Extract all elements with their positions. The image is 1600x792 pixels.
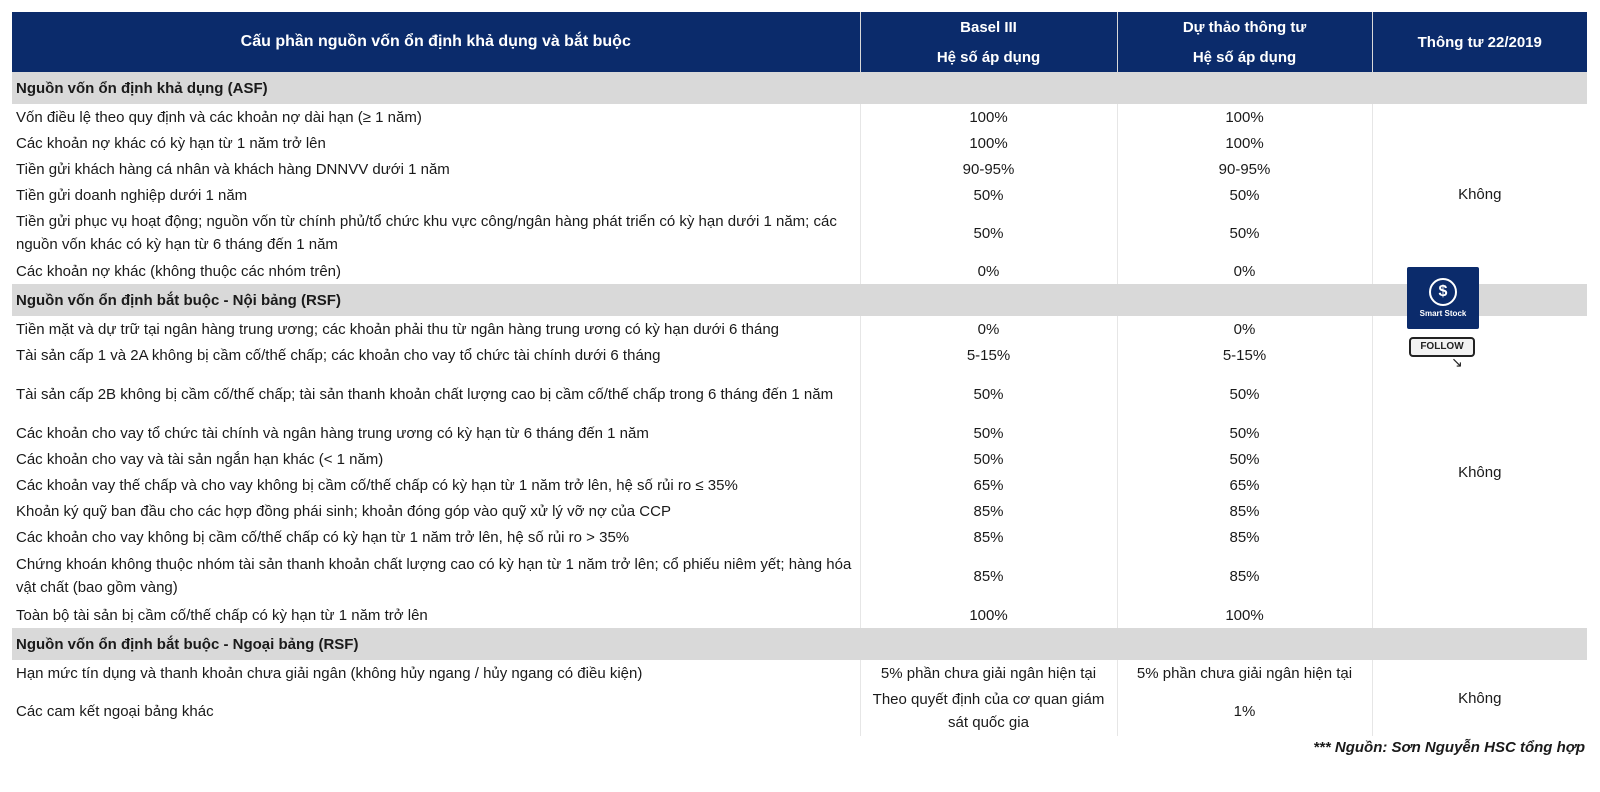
- draft-value: 100%: [1116, 104, 1372, 130]
- table-row: Tài sản cấp 1 và 2A không bị cầm cố/thế …: [12, 342, 1587, 368]
- row-label: Tiền gửi phục vụ hoạt động; nguồn vốn từ…: [16, 213, 837, 253]
- nsfr-comparison-table: Cấu phần nguồn vốn ổn định khả dụng và b…: [12, 12, 1587, 736]
- draft-value: 85%: [1116, 550, 1372, 602]
- basel-value: 50%: [859, 182, 1117, 208]
- dollar-bulb-icon: $: [1429, 278, 1457, 306]
- basel-value: 0%: [859, 316, 1117, 342]
- section-asf: Nguồn vốn ổn định khả dụng (ASF) Vốn điề…: [12, 72, 1587, 284]
- draft-value: 65%: [1116, 472, 1372, 498]
- table-row: Tiền gửi phục vụ hoạt động; nguồn vốn từ…: [12, 208, 1587, 258]
- header-draft: Dự thảo thông tư: [1116, 12, 1372, 42]
- section-rsf-off-balance: Nguồn vốn ổn định bắt buộc - Ngoại bảng …: [12, 628, 1587, 736]
- row-label: Khoản ký quỹ ban đầu cho các hợp đồng ph…: [16, 502, 671, 520]
- draft-value: 1%: [1116, 686, 1372, 736]
- table-row: Các cam kết ngoại bảng khác Theo quyết đ…: [12, 686, 1587, 736]
- follow-button[interactable]: FOLLOW: [1409, 337, 1475, 357]
- header-circular: Thông tư 22/2019: [1371, 12, 1587, 72]
- row-label: Các khoản nợ khác có kỳ hạn từ 1 năm trở…: [16, 134, 326, 152]
- row-label: Chứng khoán không thuộc nhóm tài sản tha…: [16, 556, 852, 596]
- table-row: Vốn điều lệ theo quy định và các khoản n…: [12, 104, 1587, 284]
- header-draft-sub: Hệ số áp dụng: [1116, 42, 1372, 72]
- basel-value: 5-15%: [859, 342, 1117, 368]
- circular-value: Không: [1371, 316, 1587, 628]
- basel-value: 65%: [859, 472, 1117, 498]
- header-basel: Basel III: [859, 12, 1117, 42]
- draft-value: 100%: [1116, 602, 1372, 628]
- smart-stock-logo: $ Smart Stock: [1407, 267, 1479, 329]
- section-title: Nguồn vốn ổn định bắt buộc - Ngoại bảng …: [12, 628, 1587, 660]
- table-row: Hạn mức tín dụng và thanh khoản chưa giả…: [12, 660, 1587, 736]
- circular-value: Không: [1371, 660, 1587, 736]
- table-row: Tài sản cấp 2B không bị cầm cố/thế chấp;…: [12, 368, 1587, 420]
- row-label: Các khoản cho vay tổ chức tài chính và n…: [16, 424, 649, 442]
- draft-value: 90-95%: [1116, 156, 1372, 182]
- header-basel-sub: Hệ số áp dụng: [859, 42, 1117, 72]
- row-label: Tài sản cấp 1 và 2A không bị cầm cố/thế …: [16, 346, 661, 364]
- draft-value: 50%: [1116, 208, 1372, 258]
- brand-label: Smart Stock: [1419, 309, 1467, 318]
- basel-value: 90-95%: [859, 156, 1117, 182]
- basel-value: 100%: [859, 104, 1117, 130]
- table-row: Chứng khoán không thuộc nhóm tài sản tha…: [12, 550, 1587, 602]
- basel-value: 50%: [859, 368, 1117, 420]
- draft-value: 50%: [1116, 446, 1372, 472]
- table-header: Cấu phần nguồn vốn ổn định khả dụng và b…: [12, 12, 1587, 72]
- section-title: Nguồn vốn ổn định bắt buộc - Nội bảng (R…: [12, 284, 1587, 316]
- basel-value: 100%: [859, 602, 1117, 628]
- row-label: Tiền mặt và dự trữ tại ngân hàng trung ư…: [16, 320, 780, 338]
- source-note: *** Nguồn: Sơn Nguyễn HSC tổng hợp: [1313, 739, 1585, 756]
- basel-value: 85%: [859, 550, 1117, 602]
- basel-value: 50%: [859, 446, 1117, 472]
- circular-value: Không: [1371, 104, 1587, 284]
- draft-value: 50%: [1116, 420, 1372, 446]
- row-label: Vốn điều lệ theo quy định và các khoản n…: [16, 108, 422, 126]
- basel-value: 0%: [859, 258, 1117, 284]
- basel-value: 50%: [859, 208, 1117, 258]
- row-label: Các khoản cho vay và tài sản ngắn hạn kh…: [16, 450, 384, 468]
- draft-value: 85%: [1116, 524, 1372, 550]
- basel-value: Theo quyết định của cơ quan giám sát quố…: [859, 686, 1117, 736]
- basel-value: 50%: [859, 420, 1117, 446]
- row-label: Tài sản cấp 2B không bị cầm cố/thế chấp;…: [16, 385, 834, 403]
- table-row: Các khoản nợ khác có kỳ hạn từ 1 năm trở…: [12, 130, 1587, 156]
- draft-value: 5-15%: [1116, 342, 1372, 368]
- header-component: Cấu phần nguồn vốn ổn định khả dụng và b…: [12, 12, 860, 72]
- basel-value: 100%: [859, 130, 1117, 156]
- draft-value: 100%: [1116, 130, 1372, 156]
- draft-value: 0%: [1116, 258, 1372, 284]
- row-label: Các khoản nợ khác (không thuộc các nhóm …: [16, 262, 342, 280]
- table-row: Tiền mặt và dự trữ tại ngân hàng trung ư…: [12, 316, 1587, 628]
- row-label: Hạn mức tín dụng và thanh khoản chưa giả…: [16, 664, 643, 682]
- row-label: Tiền gửi doanh nghiệp dưới 1 năm: [16, 186, 248, 204]
- cursor-icon: ↘: [1451, 354, 1463, 370]
- row-label: Tiền gửi khách hàng cá nhân và khách hàn…: [16, 160, 450, 178]
- table-row: Các khoản vay thế chấp và cho vay không …: [12, 472, 1587, 498]
- draft-value: 50%: [1116, 182, 1372, 208]
- table-row: Các khoản nợ khác (không thuộc các nhóm …: [12, 258, 1587, 284]
- section-rsf-on-balance: Nguồn vốn ổn định bắt buộc - Nội bảng (R…: [12, 284, 1587, 628]
- table-row: Tiền gửi doanh nghiệp dưới 1 năm 50% 50%: [12, 182, 1587, 208]
- table-row: Tiền gửi khách hàng cá nhân và khách hàn…: [12, 156, 1587, 182]
- section-title: Nguồn vốn ổn định khả dụng (ASF): [12, 72, 1587, 104]
- basel-value: 85%: [859, 524, 1117, 550]
- basel-value: 85%: [859, 498, 1117, 524]
- table-row: Các khoản cho vay và tài sản ngắn hạn kh…: [12, 446, 1587, 472]
- comparison-table-container: Cấu phần nguồn vốn ổn định khả dụng và b…: [12, 12, 1587, 736]
- table-row: Các khoản cho vay không bị cầm cố/thế ch…: [12, 524, 1587, 550]
- row-label: Các khoản vay thế chấp và cho vay không …: [16, 476, 738, 494]
- table-row: Toàn bộ tài sản bị cầm cố/thế chấp có kỳ…: [12, 602, 1587, 628]
- table-row: Khoản ký quỹ ban đầu cho các hợp đồng ph…: [12, 498, 1587, 524]
- draft-value: 0%: [1116, 316, 1372, 342]
- row-label: Toàn bộ tài sản bị cầm cố/thế chấp có kỳ…: [16, 606, 428, 624]
- basel-value: 5% phần chưa giải ngân hiện tại: [859, 660, 1117, 686]
- draft-value: 5% phần chưa giải ngân hiện tại: [1116, 660, 1372, 686]
- row-label: Các khoản cho vay không bị cầm cố/thế ch…: [16, 528, 630, 546]
- smart-stock-watermark: $ Smart Stock FOLLOW ↘: [1407, 267, 1479, 375]
- table-row: Các khoản cho vay tổ chức tài chính và n…: [12, 420, 1587, 446]
- row-label: Các cam kết ngoại bảng khác: [16, 702, 214, 720]
- draft-value: 50%: [1116, 368, 1372, 420]
- draft-value: 85%: [1116, 498, 1372, 524]
